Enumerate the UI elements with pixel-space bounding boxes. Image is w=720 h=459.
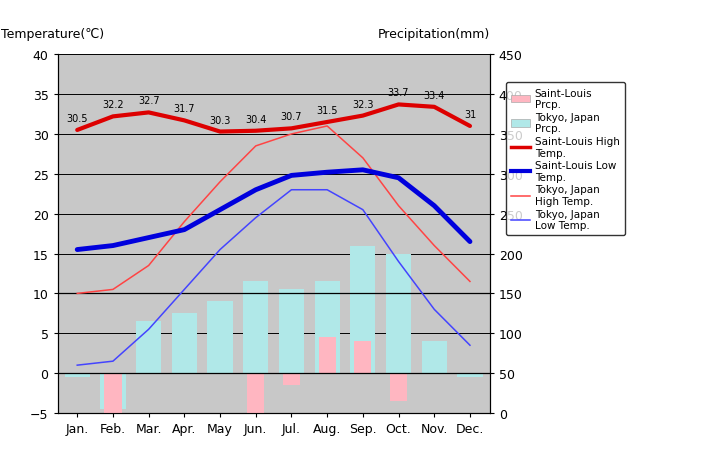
Text: 32.3: 32.3 bbox=[352, 100, 374, 109]
Bar bbox=[422, 341, 447, 373]
Bar bbox=[65, 373, 90, 377]
Bar bbox=[386, 254, 411, 373]
Bar bbox=[279, 290, 304, 373]
Legend: Saint-Louis
Prcp., Tokyo, Japan
Prcp., Saint-Louis High
Temp., Saint-Louis Low
T: Saint-Louis Prcp., Tokyo, Japan Prcp., S… bbox=[505, 83, 625, 236]
Text: 31.5: 31.5 bbox=[316, 106, 338, 116]
Bar bbox=[351, 246, 375, 373]
Bar bbox=[243, 282, 269, 373]
Bar bbox=[207, 302, 233, 373]
Bar bbox=[457, 373, 482, 377]
Text: 30.7: 30.7 bbox=[281, 112, 302, 122]
Bar bbox=[283, 373, 300, 385]
Bar bbox=[315, 282, 340, 373]
Text: 32.2: 32.2 bbox=[102, 100, 124, 110]
Text: 31: 31 bbox=[464, 110, 476, 120]
Text: Precipitation(mm): Precipitation(mm) bbox=[377, 28, 490, 41]
Text: 32.7: 32.7 bbox=[138, 96, 159, 106]
Bar bbox=[100, 373, 125, 409]
Text: 33.4: 33.4 bbox=[423, 91, 445, 101]
Text: 30.4: 30.4 bbox=[245, 115, 266, 124]
Text: Temperature(℃): Temperature(℃) bbox=[1, 28, 104, 41]
Text: 31.7: 31.7 bbox=[174, 104, 195, 114]
Bar bbox=[318, 337, 336, 373]
Bar bbox=[136, 322, 161, 373]
Bar bbox=[354, 341, 372, 373]
Text: 30.3: 30.3 bbox=[210, 115, 230, 125]
Text: 33.7: 33.7 bbox=[388, 88, 409, 98]
Bar bbox=[172, 313, 197, 373]
Bar bbox=[247, 373, 264, 413]
Bar bbox=[390, 373, 407, 401]
Text: 30.5: 30.5 bbox=[66, 114, 88, 124]
Bar bbox=[104, 373, 122, 413]
